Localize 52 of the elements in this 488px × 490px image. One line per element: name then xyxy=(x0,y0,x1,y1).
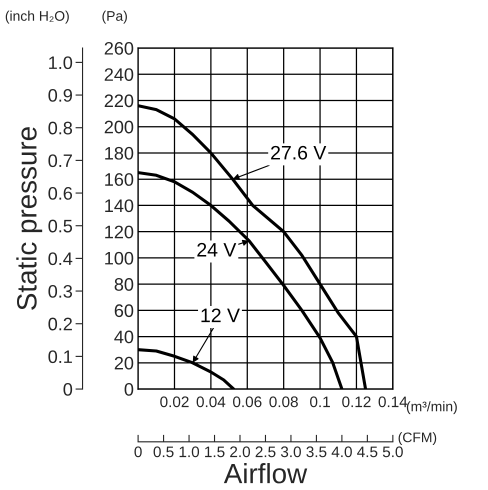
y-tick-label: 0.7 xyxy=(48,154,72,168)
y-tick-label: 0.6 xyxy=(48,186,72,200)
x2-axis-title: (CFM) xyxy=(398,432,436,446)
x2-tick-label: 5.0 xyxy=(382,446,403,458)
y-tick-label: 0.4 xyxy=(48,252,72,266)
text: (m³/min) xyxy=(406,401,457,414)
x2-tick-label: 1.5 xyxy=(205,446,225,458)
x-tick-label: 0.04 xyxy=(196,396,226,408)
y2-tick-label: 180 xyxy=(105,146,134,160)
x-axis-title: Airflow xyxy=(224,463,308,484)
text: 12 V xyxy=(201,308,240,322)
x-tick-label: 0.1 xyxy=(310,396,330,408)
x2-tick-label: 3.0 xyxy=(280,446,301,458)
y2-tick-label: 260 xyxy=(104,42,134,55)
x2-tick-label: 4.5 xyxy=(357,446,378,458)
y2-tick-label: 100 xyxy=(105,252,134,265)
y-tick-label: 0.2 xyxy=(48,318,72,330)
y2-tick-label: 20 xyxy=(114,356,134,370)
x2-tick-label: 0 xyxy=(134,446,142,458)
y-axis-title: Static pressure xyxy=(16,127,42,310)
x-tick-label: 0.12 xyxy=(342,396,371,408)
y2-tick-label: 140 xyxy=(105,199,134,212)
x-tick-label: 0.08 xyxy=(269,396,298,408)
y2-tick-label: 40 xyxy=(114,330,134,344)
y2-tick-label: 220 xyxy=(104,94,134,108)
y-tick-label: 0.1 xyxy=(48,350,72,364)
legend-label: 24 V xyxy=(197,242,236,256)
y-tick-label: 0.5 xyxy=(48,220,72,232)
y2-tick-label: 80 xyxy=(114,278,134,291)
x-tick-label: 0.14 xyxy=(378,396,408,408)
y-tick-label: 1.0 xyxy=(49,56,72,70)
x-tick-label: 0.02 xyxy=(160,396,189,408)
x2-tick-label: 1.0 xyxy=(180,446,200,458)
y2-tick-label: 200 xyxy=(104,120,134,134)
text: 27.6 V xyxy=(271,146,326,160)
y-tick-label: 0.9 xyxy=(48,88,72,102)
y2-tick-label: 60 xyxy=(114,304,134,318)
y2-tick-label: 0 xyxy=(124,382,134,396)
x2-tick-label: 4.0 xyxy=(332,446,352,458)
x2-tick-label: 3.5 xyxy=(306,446,326,458)
y2-tick-label: 120 xyxy=(105,226,134,238)
x2-tick-label: 0.5 xyxy=(154,446,174,458)
y2-tick-label: 240 xyxy=(104,68,134,81)
y-tick-label: 0 xyxy=(63,382,72,396)
y-tick-label: 0.8 xyxy=(48,122,72,134)
text: (inch H₂O) xyxy=(6,10,69,24)
y2-tick-label: 160 xyxy=(105,173,134,186)
x2-tick-label: 2.5 xyxy=(256,446,276,458)
y-tick-label: 0.3 xyxy=(48,284,72,298)
text: (Pa) xyxy=(102,10,127,24)
x-tick-label: 0.06 xyxy=(233,396,262,408)
x2-tick-label: 2.0 xyxy=(230,446,250,458)
